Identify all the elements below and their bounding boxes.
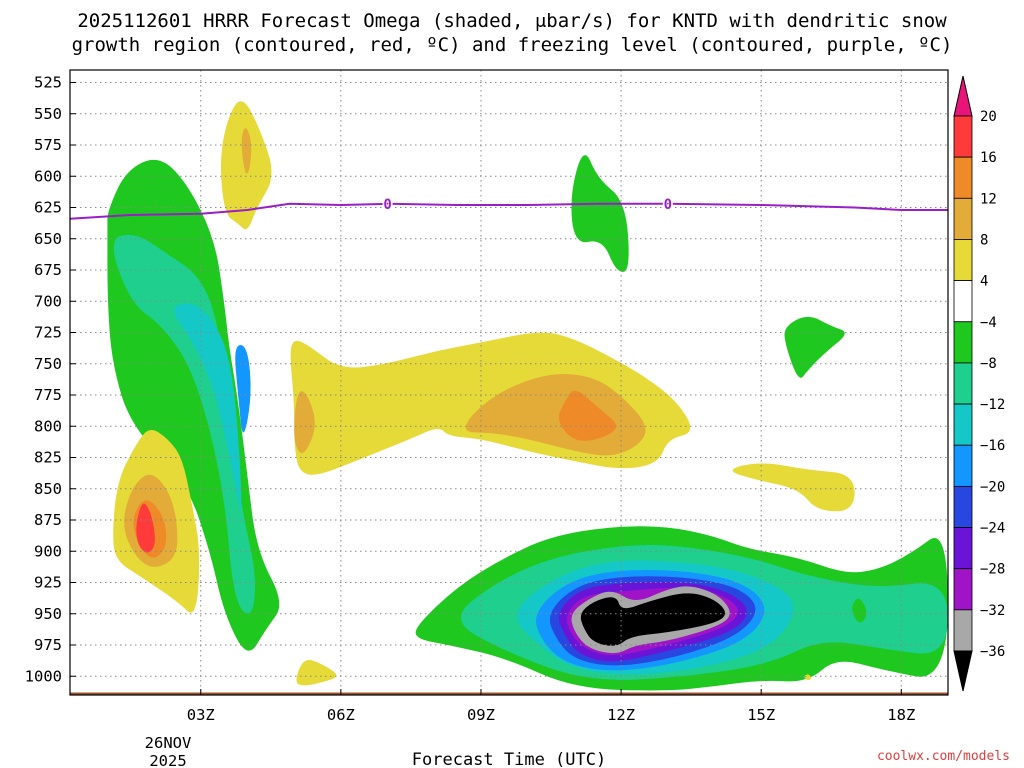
omega-region-ascent-green-blob (784, 316, 845, 378)
y-tick-label-725: 725 (34, 324, 62, 342)
y-tick-label-525: 525 (34, 74, 62, 92)
omega-region-ascent-low-black (580, 593, 725, 646)
y-tick-label-650: 650 (34, 230, 62, 248)
freezing-label-bg-1 (662, 195, 673, 211)
colorbar-band-0 (953, 115, 973, 158)
y-tick-label-750: 750 (34, 355, 62, 373)
y-tick-label-950: 950 (34, 605, 62, 623)
omega-region-lift-dot (852, 598, 867, 623)
omega-region-descent-mid-orange (558, 390, 616, 441)
y-tick-label-550: 550 (34, 105, 62, 123)
x-tick-label-18: 18Z (887, 706, 915, 724)
colorbar-band-7 (953, 403, 973, 446)
colorbar-label-13: −36 (980, 644, 1005, 660)
colorbar-band-3 (953, 239, 973, 282)
colorbar-band-2 (953, 197, 973, 240)
colorbar-label-6: −8 (980, 356, 997, 372)
colorbar-band-5 (953, 321, 973, 364)
source-credit: coolwx.com/models (877, 749, 1010, 764)
date-year-label: 2025 (149, 752, 186, 768)
y-tick-label-700: 700 (34, 292, 62, 310)
omega-region-descent-bottom-yellow (296, 659, 337, 686)
omega-region-ascent-col-blue (235, 345, 251, 433)
y-tick-label-1000: 1000 (25, 667, 62, 685)
omega-region-descent-upper-core (241, 128, 252, 174)
colorbar-label-12: −32 (980, 603, 1005, 619)
colorbar-band-4 (953, 280, 973, 323)
freezing-level-label-1: 0 (664, 197, 672, 213)
colorbar-bottom-arrow (953, 650, 973, 692)
omega-region-descent-mid-left-gold (294, 391, 315, 454)
colorbar-band-9 (953, 485, 973, 528)
x-tick-label-3: 03Z (187, 706, 215, 724)
y-tick-label-900: 900 (34, 542, 62, 560)
plot-frame (69, 69, 949, 696)
omega-region-descent-left-red (136, 503, 155, 553)
y-tick-label-775: 775 (34, 386, 62, 404)
colorbar-label-5: −4 (980, 315, 997, 331)
colorbar-band-8 (953, 444, 973, 487)
gridlines (70, 70, 948, 695)
y-tick-label-600: 600 (34, 167, 62, 185)
colorbar-label-0: 20 (980, 109, 997, 125)
colorbar: 20 16 12 8 4 −4 −8 −12 −16 −20 −24 −28 −32 −36 (953, 75, 1005, 692)
colorbar-label-8: −16 (980, 438, 1005, 454)
colorbar-band-12 (953, 609, 973, 652)
omega-region-ascent-upper-green (571, 155, 629, 272)
terrain (70, 692, 948, 695)
chart-title-line1: 2025112601 HRRR Forecast Omega (shaded, … (77, 10, 947, 32)
colorbar-label-11: −28 (980, 562, 1005, 578)
colorbar-label-7: −12 (980, 397, 1005, 413)
omega-region-ascent-col-cyan (173, 303, 242, 510)
colorbar-band-11 (953, 568, 973, 611)
colorbar-band-6 (953, 362, 973, 405)
chart-title-line2: growth region (contoured, red, ºC) and f… (72, 34, 953, 56)
colorbar-label-4: 4 (980, 274, 988, 290)
y-tick-label-825: 825 (34, 449, 62, 467)
freezing-level-label-0: 0 (383, 197, 391, 213)
y-tick-label-925: 925 (34, 574, 62, 592)
terrain-bar (70, 692, 948, 695)
x-tick-label-12: 12Z (607, 706, 635, 724)
x-tick-label-15: 15Z (747, 706, 775, 724)
freezing-level-line (69, 202, 948, 220)
axes: 525 550 575 600 625 650 675 700 725 750 775 800 825 8… (25, 69, 949, 724)
x-tick-label-6: 06Z (327, 706, 355, 724)
y-tick-label-675: 675 (34, 261, 62, 279)
date-day-label: 26NOV (145, 734, 192, 752)
colorbar-label-2: 12 (980, 191, 997, 207)
colorbar-band-1 (953, 156, 973, 199)
colorbar-label-10: −24 (980, 521, 1005, 537)
freezing-label-bg-0 (382, 195, 393, 211)
colorbar-label-1: 16 (980, 150, 997, 166)
y-tick-label-975: 975 (34, 636, 62, 654)
x-tick-label-9: 09Z (467, 706, 495, 724)
y-tick-label-625: 625 (34, 199, 62, 217)
y-tick-label-575: 575 (34, 136, 62, 154)
colorbar-label-9: −20 (980, 479, 1005, 495)
colorbar-label-3: 8 (980, 232, 988, 248)
y-tick-label-875: 875 (34, 511, 62, 529)
y-tick-label-800: 800 (34, 417, 62, 435)
y-tick-label-850: 850 (34, 480, 62, 498)
x-axis-title: Forecast Time (UTC) (412, 750, 606, 768)
omega-shading (107, 101, 949, 691)
colorbar-band-10 (953, 527, 973, 570)
omega-region-descent-right-yellow (732, 463, 855, 512)
